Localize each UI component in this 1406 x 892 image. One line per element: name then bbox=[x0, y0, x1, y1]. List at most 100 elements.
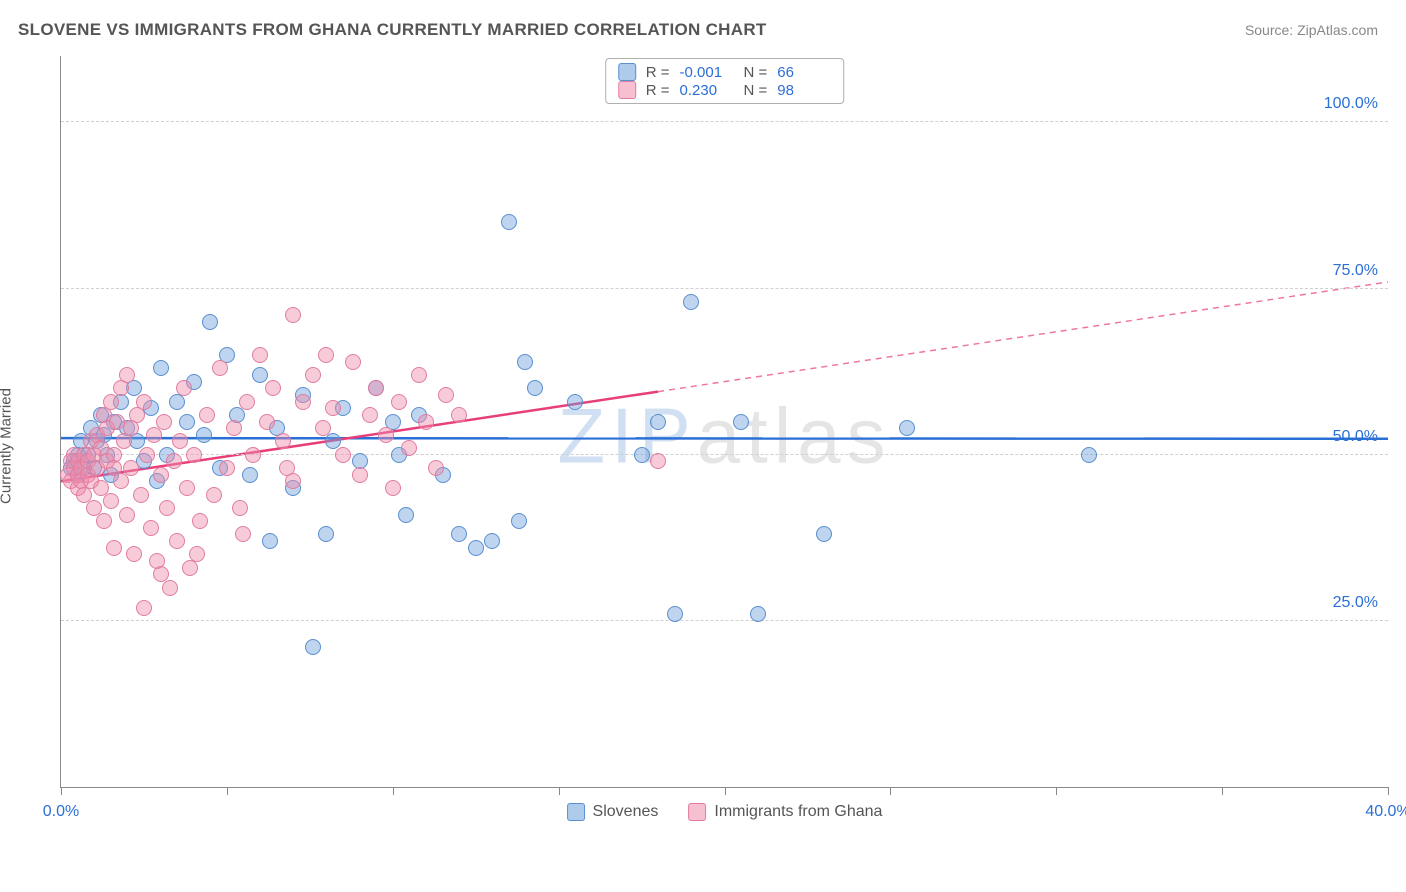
scatter-point bbox=[162, 580, 178, 596]
y-tick-label: 100.0% bbox=[1324, 95, 1378, 113]
scatter-point bbox=[196, 427, 212, 443]
scatter-point bbox=[378, 427, 394, 443]
scatter-point bbox=[451, 407, 467, 423]
scatter-point bbox=[106, 460, 122, 476]
scatter-point bbox=[484, 533, 500, 549]
x-tick-label: 0.0% bbox=[43, 803, 79, 821]
scatter-point bbox=[650, 414, 666, 430]
gridline bbox=[61, 288, 1388, 289]
scatter-point bbox=[103, 493, 119, 509]
legend-item-ghana: Immigrants from Ghana bbox=[688, 803, 882, 821]
scatter-point bbox=[226, 420, 242, 436]
scatter-point bbox=[146, 427, 162, 443]
scatter-point bbox=[816, 526, 832, 542]
scatter-point bbox=[567, 394, 583, 410]
scatter-point bbox=[172, 433, 188, 449]
scatter-point bbox=[305, 639, 321, 655]
scatter-point bbox=[192, 513, 208, 529]
swatch-blue-icon bbox=[567, 803, 585, 821]
scatter-point bbox=[468, 540, 484, 556]
scatter-point bbox=[438, 387, 454, 403]
scatter-point bbox=[279, 460, 295, 476]
y-tick-label: 50.0% bbox=[1333, 428, 1378, 446]
scatter-point bbox=[259, 414, 275, 430]
scatter-point bbox=[119, 507, 135, 523]
scatter-point bbox=[159, 500, 175, 516]
scatter-point bbox=[156, 414, 172, 430]
scatter-point bbox=[265, 380, 281, 396]
scatter-point bbox=[750, 606, 766, 622]
x-tick bbox=[559, 787, 560, 795]
scatter-point bbox=[275, 433, 291, 449]
scatter-point bbox=[206, 487, 222, 503]
scatter-point bbox=[318, 347, 334, 363]
scatter-point bbox=[202, 314, 218, 330]
scatter-point bbox=[335, 447, 351, 463]
x-tick bbox=[890, 787, 891, 795]
x-tick bbox=[61, 787, 62, 795]
scatter-point bbox=[1081, 447, 1097, 463]
y-tick-label: 75.0% bbox=[1333, 262, 1378, 280]
scatter-point bbox=[683, 294, 699, 310]
n-value-slovenes: 66 bbox=[777, 64, 831, 81]
scatter-point bbox=[411, 367, 427, 383]
scatter-point bbox=[232, 500, 248, 516]
scatter-point bbox=[305, 367, 321, 383]
scatter-point bbox=[242, 467, 258, 483]
r-value-ghana: 0.230 bbox=[680, 82, 734, 99]
legend-row-slovenes: R = -0.001 N = 66 bbox=[618, 63, 832, 81]
scatter-point bbox=[199, 407, 215, 423]
scatter-point bbox=[634, 447, 650, 463]
scatter-point bbox=[96, 513, 112, 529]
swatch-blue-icon bbox=[618, 63, 636, 81]
scatter-point bbox=[391, 394, 407, 410]
chart-container: Currently Married ZIPatlas R = -0.001 N … bbox=[18, 56, 1388, 836]
legend-item-slovenes: Slovenes bbox=[567, 803, 659, 821]
scatter-point bbox=[179, 480, 195, 496]
watermark-atlas: atlas bbox=[697, 392, 892, 480]
n-label: N = bbox=[744, 64, 768, 81]
y-axis-label: Currently Married bbox=[0, 388, 15, 504]
scatter-point bbox=[189, 546, 205, 562]
x-tick bbox=[1222, 787, 1223, 795]
scatter-point bbox=[315, 420, 331, 436]
plot-area: ZIPatlas R = -0.001 N = 66 R = 0.230 N =… bbox=[60, 56, 1388, 788]
scatter-point bbox=[517, 354, 533, 370]
scatter-point bbox=[103, 394, 119, 410]
scatter-point bbox=[239, 394, 255, 410]
scatter-point bbox=[899, 420, 915, 436]
r-label: R = bbox=[646, 82, 670, 99]
scatter-point bbox=[123, 460, 139, 476]
scatter-point bbox=[511, 513, 527, 529]
scatter-point bbox=[362, 407, 378, 423]
scatter-point bbox=[166, 453, 182, 469]
y-tick-label: 25.0% bbox=[1333, 594, 1378, 612]
scatter-point bbox=[285, 307, 301, 323]
chart-title: SLOVENE VS IMMIGRANTS FROM GHANA CURRENT… bbox=[18, 20, 767, 40]
scatter-point bbox=[106, 540, 122, 556]
scatter-point bbox=[345, 354, 361, 370]
scatter-point bbox=[527, 380, 543, 396]
scatter-point bbox=[352, 467, 368, 483]
scatter-point bbox=[245, 447, 261, 463]
scatter-point bbox=[451, 526, 467, 542]
correlation-legend: R = -0.001 N = 66 R = 0.230 N = 98 bbox=[605, 58, 845, 104]
n-value-ghana: 98 bbox=[777, 82, 831, 99]
scatter-point bbox=[179, 414, 195, 430]
x-tick-label: 40.0% bbox=[1365, 803, 1406, 821]
scatter-point bbox=[325, 400, 341, 416]
scatter-point bbox=[252, 367, 268, 383]
scatter-point bbox=[153, 467, 169, 483]
scatter-point bbox=[133, 487, 149, 503]
scatter-point bbox=[252, 347, 268, 363]
scatter-point bbox=[318, 526, 334, 542]
scatter-point bbox=[235, 526, 251, 542]
scatter-point bbox=[126, 546, 142, 562]
gridline bbox=[61, 620, 1388, 621]
scatter-point bbox=[176, 380, 192, 396]
scatter-point bbox=[401, 440, 417, 456]
gridline bbox=[61, 121, 1388, 122]
scatter-point bbox=[428, 460, 444, 476]
scatter-point bbox=[295, 394, 311, 410]
scatter-point bbox=[136, 600, 152, 616]
